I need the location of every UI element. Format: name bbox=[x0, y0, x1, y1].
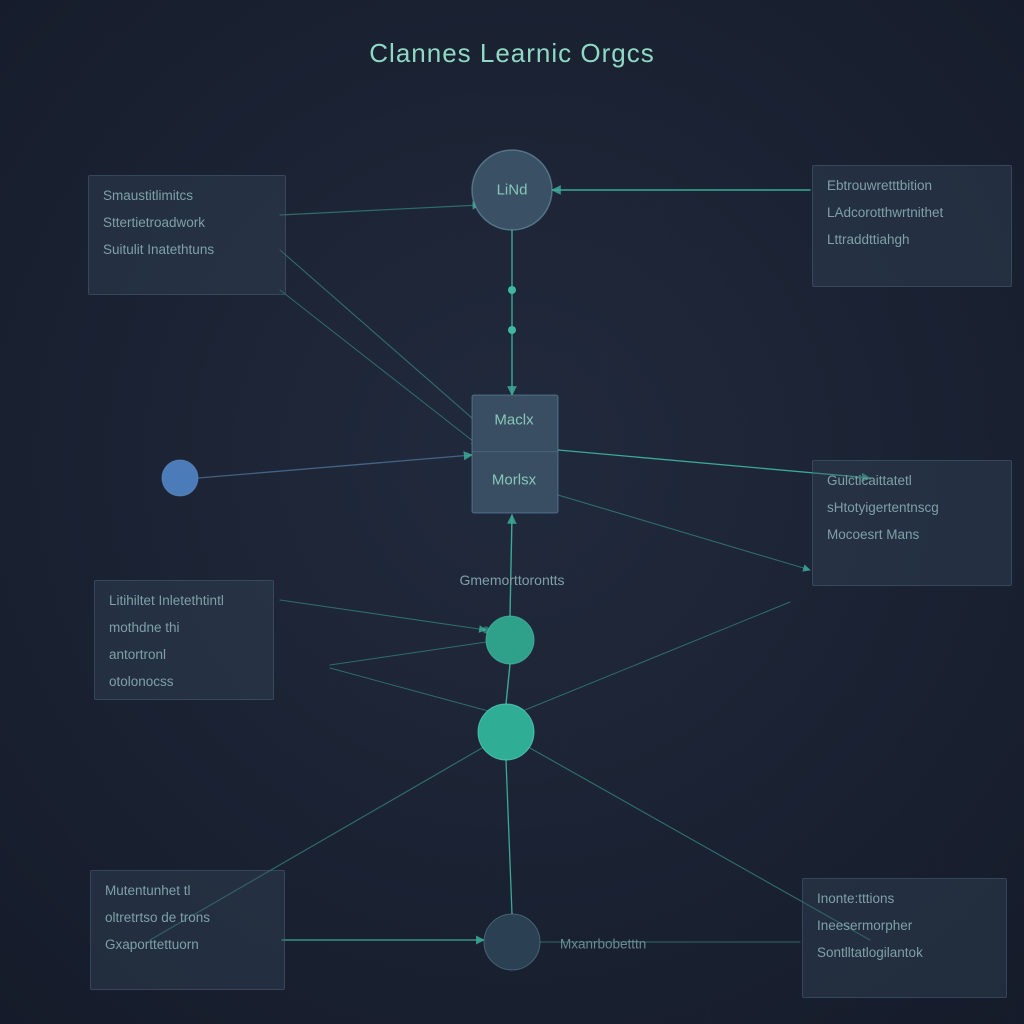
card-3-item-2: antortronl bbox=[109, 647, 259, 662]
card-2: Gulcticaittatetl sHtotyigertentnscg Mocoes… bbox=[812, 460, 1012, 586]
card-0-item-2: Suitulit Inatethtuns bbox=[103, 242, 271, 257]
card-1-item-1: LAdcorotthwrtnithet bbox=[827, 205, 997, 220]
card-0-item-1: Sttertietroadwork bbox=[103, 215, 271, 230]
diagram-stage: Clannes Learnic Orgcs LiNd Maclx Morlsx Sma… bbox=[0, 0, 1024, 1024]
card-2-item-2: Mocoesrt Mans bbox=[827, 527, 997, 542]
node-left_dot bbox=[162, 460, 198, 496]
card-3: Litihiltet Inletethtintl mothdne thi antor… bbox=[94, 580, 274, 700]
card-2-item-0: Gulcticaittatetl bbox=[827, 473, 997, 488]
card-4-item-0: Mutentunhet tl bbox=[105, 883, 270, 898]
free-label-1: Mxanrbobetttn bbox=[560, 937, 646, 952]
card-5-item-2: Sontlltatlogilantok bbox=[817, 945, 992, 960]
page-title: Clannes Learnic Orgcs bbox=[0, 38, 1024, 69]
card-1-item-2: Lttraddttiahgh bbox=[827, 232, 997, 247]
card-2-item-1: sHtotyigertentnscg bbox=[827, 500, 997, 515]
card-5-item-0: Inonte:tttions bbox=[817, 891, 992, 906]
card-3-item-1: mothdne thi bbox=[109, 620, 259, 635]
card-1-item-0: Ebtrouwretttbition bbox=[827, 178, 997, 193]
node-label-top: LiNd bbox=[497, 182, 528, 199]
card-4-item-1: oltretrtso de trons bbox=[105, 910, 270, 925]
card-4-item-2: Gxaporttettuorn bbox=[105, 937, 270, 952]
node-label-center-1: Morlsx bbox=[492, 472, 536, 489]
card-5: Inonte:tttions Ineesermorpher Sontlltatlog… bbox=[802, 878, 1007, 998]
free-label-0: Gmemorttorontts bbox=[459, 572, 564, 588]
card-4: Mutentunhet tl oltretrtso de trons Gxaport… bbox=[90, 870, 285, 990]
node-tiny1 bbox=[508, 286, 516, 294]
card-0-item-0: Smaustitlimitcs bbox=[103, 188, 271, 203]
card-0: Smaustitlimitcs Sttertietroadwork Suitulit… bbox=[88, 175, 286, 295]
card-1: Ebtrouwretttbition LAdcorotthwrtnithet Ltt… bbox=[812, 165, 1012, 287]
node-bottom bbox=[484, 914, 540, 970]
card-5-item-1: Ineesermorpher bbox=[817, 918, 992, 933]
card-3-item-0: Litihiltet Inletethtintl bbox=[109, 593, 259, 608]
node-mid_teal bbox=[486, 616, 534, 664]
card-3-item-3: otolonocss bbox=[109, 674, 259, 689]
node-hub bbox=[478, 704, 534, 760]
node-label-center-0: Maclx bbox=[494, 412, 533, 429]
node-tiny2 bbox=[508, 326, 516, 334]
